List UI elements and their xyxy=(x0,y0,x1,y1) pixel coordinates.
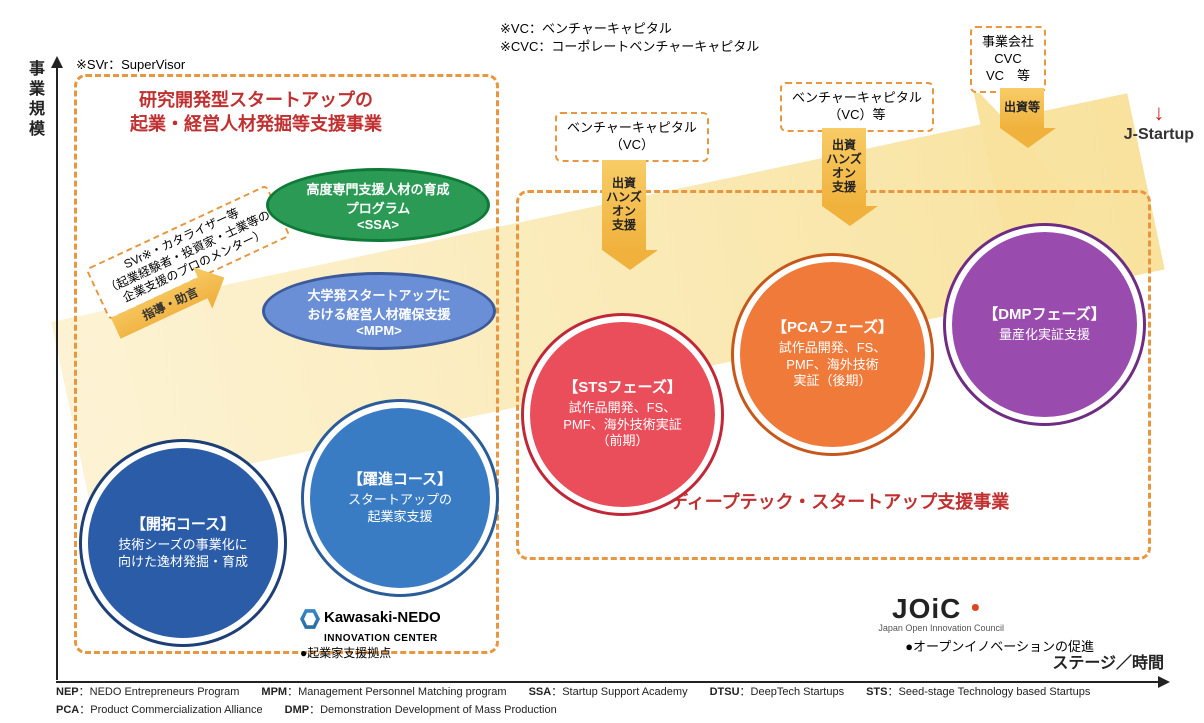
y-axis-label: 事業規模 xyxy=(22,60,46,140)
circle-pca: 【PCAフェーズ】試作品開発、FS、PMF、海外技術実証（後期） xyxy=(740,262,925,447)
vc-arrow-2: 出資等 xyxy=(1000,88,1044,176)
svr-footnote: ※SVr：SuperVisor xyxy=(76,54,185,73)
kawasaki-nedo-block: Kawasaki-NEDO INNOVATION CENTER ●起業家支援拠点 xyxy=(300,608,441,661)
legend-item: NEP：NEDO Entrepreneurs Program xyxy=(56,683,239,699)
ellipse-ssa: 高度専門支援人材の育成 プログラム <SSA> xyxy=(266,168,490,242)
joic-logo-block: JOiC・ Japan Open Innovation Council xyxy=(878,587,1004,633)
circle-dmp: 【DMPフェーズ】量産化実証支援 xyxy=(952,232,1137,417)
legend-item: PCA：Product Commercialization Alliance xyxy=(56,701,263,717)
vc-box-2: 事業会社CVCVC 等 xyxy=(970,26,1046,93)
hexagon-icon xyxy=(300,608,320,630)
legend-item: DMP：Demonstration Development of Mass Pr… xyxy=(285,701,557,717)
group-right-title: ディープテック・スタートアップ支援事業 xyxy=(670,490,1009,514)
legend-item: STS：Seed-stage Technology based Startups xyxy=(866,683,1090,699)
vc-arrow-1: 出資ハンズオン支援 xyxy=(822,128,866,254)
down-arrow-icon: ↓ xyxy=(1124,100,1194,126)
circle-sts: 【STSフェーズ】試作品開発、FS、PMF、海外技術実証（前期） xyxy=(530,322,715,507)
vc-box-1: ベンチャーキャピタル（VC）等 xyxy=(780,82,934,132)
legend-item: MPM：Management Personnel Matching progra… xyxy=(261,683,506,699)
jstartup-label: ↓ J-Startup xyxy=(1124,100,1194,144)
ellipse-mpm: 大学発スタートアップに おける経営人材確保支援 <MPM> xyxy=(262,272,496,350)
legend-item: SSA：Startup Support Academy xyxy=(529,683,688,699)
open-innovation-note: ●オープンイノベーションの促進 xyxy=(905,636,1094,655)
vc-cvc-footnote: ※VC：ベンチャーキャピタル※CVC：コーポレートベンチャーキャピタル xyxy=(500,20,759,56)
group-left-title: 研究開発型スタートアップの起業・経営人材発掘等支援事業 xyxy=(130,88,382,137)
circle-kaitaku: 【開拓コース】技術シーズの事業化に向けた逸材発掘・育成 xyxy=(88,448,278,638)
circle-yakushin: 【躍進コース】スタートアップの起業家支援 xyxy=(310,408,490,588)
joic-logo: JOiC・ xyxy=(878,587,1004,627)
legend-row: NEP：NEDO Entrepreneurs Program MPM：Manage… xyxy=(56,683,1198,719)
vc-arrow-0: 出資ハンズオン支援 xyxy=(602,160,646,298)
legend-item: DTSU：DeepTech Startups xyxy=(710,683,845,699)
axis-y xyxy=(56,60,58,680)
vc-box-0: ベンチャーキャピタル（VC） xyxy=(555,112,709,162)
mentor-arrow-label: 指導・助言 xyxy=(139,283,201,324)
